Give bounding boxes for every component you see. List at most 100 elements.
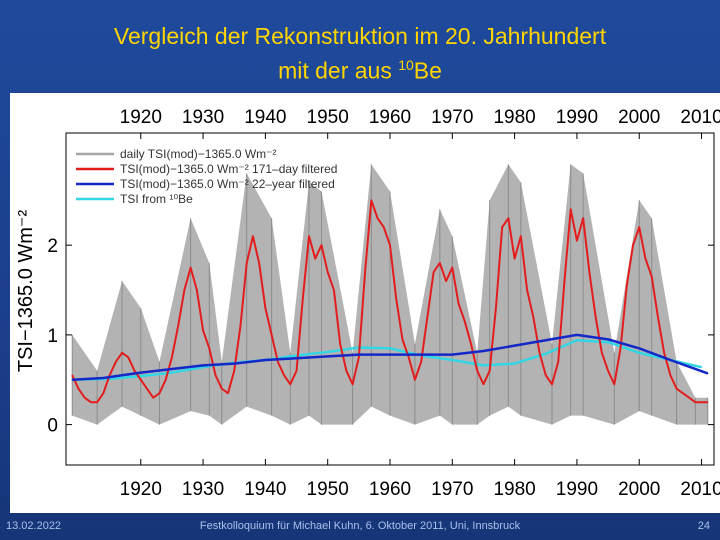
y-tick-label: 0 bbox=[47, 416, 58, 437]
series-171day-filtered-point bbox=[669, 374, 671, 376]
series-22year-filtered-point bbox=[264, 359, 266, 361]
series-22year-filtered-point bbox=[482, 350, 485, 352]
series-171day-filtered-point bbox=[676, 388, 678, 390]
series-171day-filtered-point bbox=[532, 316, 534, 318]
series-171day-filtered-point bbox=[414, 379, 416, 381]
series-171day-filtered-point bbox=[370, 199, 372, 201]
series-171day-filtered-point bbox=[271, 334, 273, 336]
series-22year-filtered-point bbox=[171, 368, 173, 370]
x-tick-label-bottom: 2010 bbox=[680, 479, 720, 500]
series-171day-filtered-point bbox=[551, 383, 553, 385]
footer-date: 13.02.2022 bbox=[6, 520, 62, 532]
series-171day-filtered-point bbox=[277, 361, 279, 363]
series-171day-filtered-point bbox=[289, 383, 291, 385]
series-171day-filtered-point bbox=[470, 343, 472, 345]
series-171day-filtered-point bbox=[239, 325, 242, 327]
x-tick-label-bottom: 1950 bbox=[307, 479, 349, 500]
series-171day-filtered-point bbox=[657, 316, 659, 318]
series-22year-filtered-point bbox=[389, 354, 391, 356]
x-tick-label-bottom: 2000 bbox=[618, 479, 660, 500]
series-171day-filtered-point bbox=[563, 280, 566, 282]
series-be10-point bbox=[700, 366, 703, 368]
legend-label-daily: daily TSI(mod)−1365.0 Wm⁻² bbox=[120, 147, 277, 161]
series-be10-point bbox=[514, 363, 516, 365]
x-tick-label-bottom: 1940 bbox=[244, 479, 286, 500]
x-tick-label-top: 1920 bbox=[120, 107, 162, 128]
series-22year-filtered-point bbox=[514, 345, 516, 347]
series-22year-filtered-point bbox=[102, 377, 104, 379]
x-tick-label-top: 1960 bbox=[369, 107, 411, 128]
series-171day-filtered-point bbox=[632, 244, 634, 246]
series-171day-filtered-point bbox=[71, 374, 73, 376]
series-171day-filtered-point bbox=[638, 226, 640, 228]
series-171day-filtered-point bbox=[408, 356, 410, 358]
series-171day-filtered-point bbox=[526, 289, 528, 291]
series-171day-filtered-point bbox=[327, 271, 329, 273]
series-22year-filtered-point bbox=[576, 334, 578, 336]
x-tick-label-bottom: 1980 bbox=[493, 479, 535, 500]
series-be10-point bbox=[482, 364, 485, 366]
series-be10-point bbox=[638, 352, 640, 354]
series-171day-filtered-point bbox=[96, 401, 98, 403]
series-171day-filtered-point bbox=[115, 361, 117, 363]
series-171day-filtered-point bbox=[582, 217, 584, 219]
series-171day-filtered-point bbox=[451, 266, 453, 269]
x-tick-label-bottom: 1930 bbox=[182, 479, 224, 500]
series-171day-filtered-point bbox=[221, 388, 223, 390]
x-tick-label-top: 1940 bbox=[244, 107, 286, 128]
tsi-comparison-chart: 1920 1920 1930 1930 1940 1940 1950 1950 1960 1960… bbox=[15, 107, 720, 500]
series-22year-filtered-point bbox=[358, 354, 360, 356]
series-171day-filtered-point bbox=[183, 289, 185, 291]
series-171day-filtered-point bbox=[707, 401, 709, 403]
title-line-1: Vergleich der Rekonstruktion im 20. Jahr… bbox=[113, 23, 607, 49]
series-171day-filtered-point bbox=[102, 392, 104, 394]
chart-legend: daily TSI(mod)−1365.0 Wm⁻² TSI(mod)−1365… bbox=[76, 147, 337, 206]
series-171day-filtered-point bbox=[146, 388, 148, 390]
series-171day-filtered-point bbox=[433, 271, 435, 273]
series-171day-filtered-point bbox=[364, 271, 366, 273]
series-171day-filtered-point bbox=[545, 374, 547, 376]
series-171day-filtered-point bbox=[588, 271, 590, 273]
series-171day-filtered-point bbox=[314, 258, 316, 260]
legend-label-22year: TSI(mod)−1365.0 Wm⁻² 22–year filtered bbox=[120, 177, 335, 191]
x-tick-label-top: 2000 bbox=[618, 107, 660, 128]
series-171day-filtered-point bbox=[626, 284, 628, 287]
series-171day-filtered-point bbox=[576, 240, 578, 242]
series-171day-filtered-point bbox=[476, 370, 478, 372]
series-be10-point bbox=[327, 351, 329, 353]
series-171day-filtered-point bbox=[171, 356, 173, 358]
x-tick-label-top: 1950 bbox=[307, 107, 349, 128]
series-22year-filtered-point bbox=[140, 371, 142, 374]
series-171day-filtered-point bbox=[140, 379, 142, 381]
series-22year-filtered-point bbox=[607, 338, 609, 340]
series-171day-filtered-point bbox=[202, 329, 204, 332]
series-171day-filtered-point bbox=[352, 383, 354, 385]
series-171day-filtered-point bbox=[133, 370, 136, 372]
legend-label-be10: TSI from ¹⁰Be bbox=[120, 192, 193, 206]
x-tick-label-top: 1980 bbox=[493, 107, 535, 128]
series-171day-filtered-point bbox=[121, 352, 123, 354]
x-tick-label-bottom: 1960 bbox=[369, 479, 411, 500]
series-171day-filtered-point bbox=[208, 347, 210, 349]
series-171day-filtered-point bbox=[644, 258, 647, 260]
series-171day-filtered-point bbox=[345, 370, 347, 372]
series-171day-filtered-point bbox=[295, 370, 298, 372]
series-171day-filtered-point bbox=[177, 325, 179, 327]
series-171day-filtered-point bbox=[520, 235, 522, 237]
series-171day-filtered-point bbox=[333, 289, 335, 291]
title-isotope-mass-number: 10 bbox=[398, 57, 414, 73]
series-171day-filtered-point bbox=[233, 370, 235, 372]
series-171day-filtered-point bbox=[507, 217, 509, 219]
series-171day-filtered-point bbox=[464, 320, 466, 323]
tick-layer: 1920 1920 1930 1930 1940 1940 1950 1950 1960 1960… bbox=[47, 107, 720, 500]
series-171day-filtered-point bbox=[538, 352, 541, 354]
series-be10-point bbox=[576, 339, 578, 341]
series-171day-filtered-point bbox=[445, 280, 447, 282]
series-171day-filtered-point bbox=[77, 388, 80, 390]
series-22year-filtered-point bbox=[420, 354, 422, 356]
series-171day-filtered-point bbox=[383, 226, 385, 228]
series-171day-filtered-point bbox=[90, 401, 92, 403]
series-171day-filtered-point bbox=[401, 338, 404, 340]
title-isotope-element: Be bbox=[413, 57, 442, 84]
series-171day-filtered-point bbox=[395, 298, 397, 300]
